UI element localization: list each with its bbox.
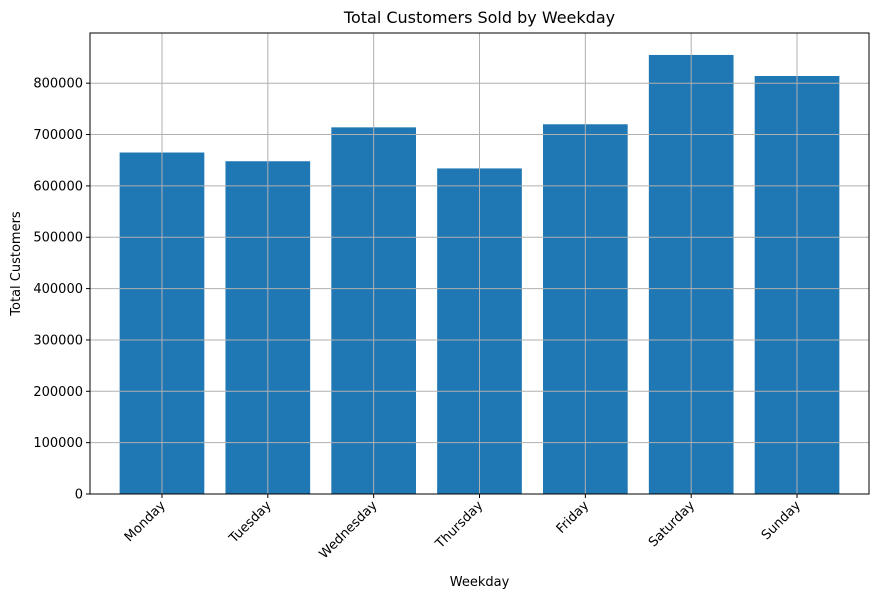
y-tick-label: 800000 xyxy=(33,77,83,92)
x-tick-label: Wednesday xyxy=(317,498,381,562)
y-tick-label: 100000 xyxy=(33,436,83,451)
y-tick-label: 0 xyxy=(75,488,83,503)
y-tick-label: 600000 xyxy=(33,179,83,194)
chart-title: Total Customers Sold by Weekday xyxy=(343,8,615,27)
x-tick-label: Thursday xyxy=(432,498,486,552)
x-tick-label: Monday xyxy=(122,498,169,545)
y-tick-label: 300000 xyxy=(33,333,83,348)
x-axis-label: Weekday xyxy=(450,575,510,590)
grid-overlay xyxy=(90,33,869,495)
y-tick-label: 500000 xyxy=(33,231,83,246)
x-tick-label: Friday xyxy=(554,498,593,537)
x-tick-label: Tuesday xyxy=(226,498,275,547)
y-axis-label: Total Customers xyxy=(9,211,24,317)
y-tick-label: 400000 xyxy=(33,282,83,297)
y-tick-label: 200000 xyxy=(33,385,83,400)
y-tick-label: 700000 xyxy=(33,128,83,143)
x-tick-label: Sunday xyxy=(759,498,804,543)
x-tick-label: Saturday xyxy=(646,498,698,550)
